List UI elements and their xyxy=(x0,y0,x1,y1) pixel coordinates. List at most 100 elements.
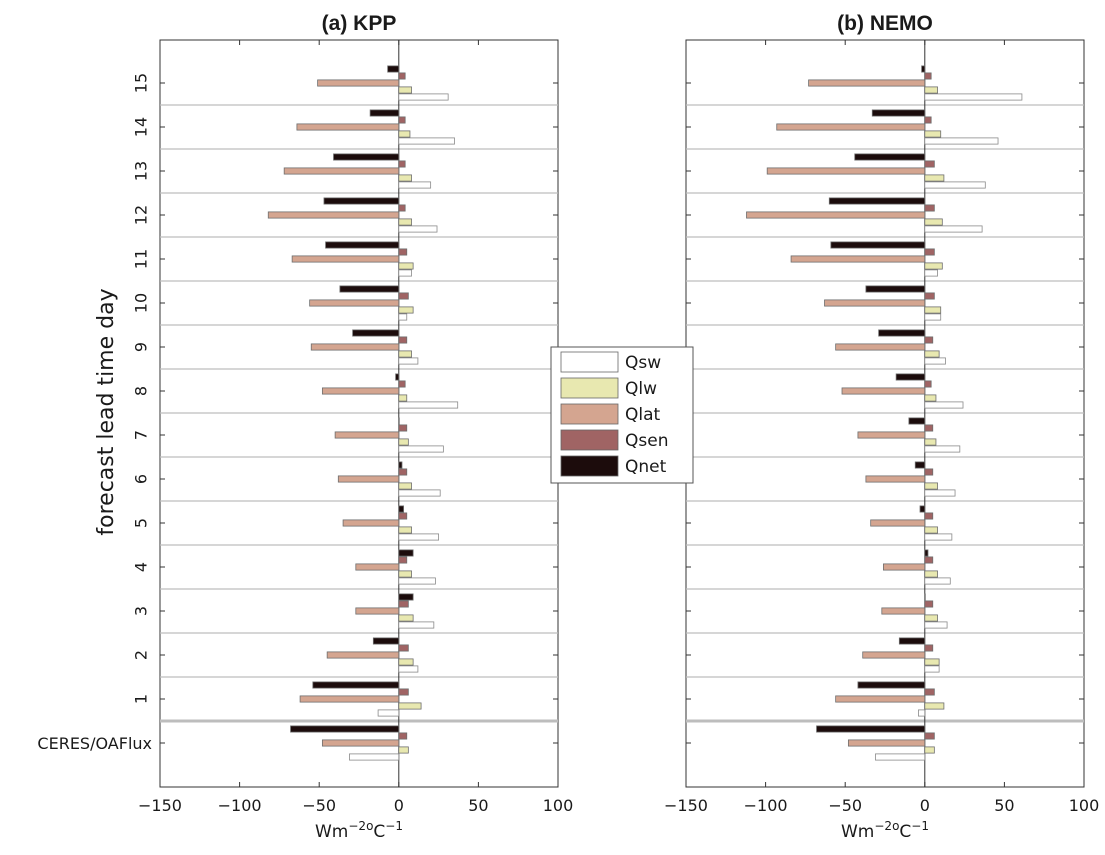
bar-qlw xyxy=(924,130,942,138)
bar-qsen xyxy=(924,72,932,80)
bar-qnet xyxy=(369,109,400,117)
bar-qlat xyxy=(309,299,400,307)
bar-qsen xyxy=(924,160,935,168)
bar-qlw xyxy=(398,614,414,622)
bar-qnet xyxy=(387,65,400,73)
bar-qnet xyxy=(398,417,400,425)
bar-qnet xyxy=(871,109,926,117)
bar-qlat xyxy=(841,387,926,395)
bar-qnet xyxy=(339,285,400,293)
bar-qlat xyxy=(847,739,926,747)
bar-qsw xyxy=(924,137,999,145)
bar-qsw xyxy=(924,401,964,409)
bar-qsen xyxy=(398,468,408,476)
bar-qnet xyxy=(878,329,926,337)
bar-qlat xyxy=(334,431,400,439)
bar-qnet xyxy=(290,725,400,733)
bar-qsen xyxy=(924,644,934,652)
y-tick-label: 6 xyxy=(132,474,151,484)
bar-qnet xyxy=(372,637,400,645)
bar-qlat xyxy=(824,299,926,307)
bar-qlw xyxy=(398,746,409,754)
bar-qsen xyxy=(924,116,932,124)
bar-qnet xyxy=(908,417,926,425)
bar-qnet xyxy=(323,197,400,205)
x-tick-label: −50 xyxy=(302,796,336,815)
bar-qlat xyxy=(776,123,926,131)
bar-qlw xyxy=(398,482,412,490)
bar-qsen xyxy=(398,732,408,740)
bar-qsen xyxy=(398,204,406,212)
bar-qlat xyxy=(870,519,926,527)
bar-qlat xyxy=(883,563,926,571)
bar-qlw xyxy=(924,174,945,182)
bar-qlw xyxy=(924,262,943,270)
legend-swatch-qsw xyxy=(560,351,619,373)
bar-qsen xyxy=(398,292,409,300)
bar-qlat xyxy=(317,79,400,87)
bar-qlat xyxy=(857,431,926,439)
bar-qsen xyxy=(924,512,934,520)
bar-qsw xyxy=(924,93,1023,101)
bar-qlw xyxy=(924,658,940,666)
bar-qlat xyxy=(321,739,400,747)
bar-qlat xyxy=(835,695,926,703)
bar-qlw xyxy=(398,438,409,446)
y-tick-label: CERES/OAFlux xyxy=(37,734,152,753)
bar-qsw xyxy=(398,137,455,145)
bar-qnet xyxy=(398,593,414,601)
bar-qsen xyxy=(398,160,406,168)
bar-qsw xyxy=(924,357,946,365)
bar-qlw xyxy=(398,174,412,182)
bar-qsw xyxy=(924,313,942,321)
bar-qlw xyxy=(924,306,942,314)
bar-qnet xyxy=(398,505,404,513)
bar-qnet xyxy=(830,241,926,249)
y-tick-label: 4 xyxy=(132,562,151,572)
legend-swatch-qlat xyxy=(560,403,619,425)
bar-qnet xyxy=(395,373,400,381)
bar-qsw xyxy=(398,225,438,233)
bar-qlat xyxy=(766,167,926,175)
bar-qnet xyxy=(914,461,926,469)
bar-qsw xyxy=(924,577,951,585)
y-tick-label: 3 xyxy=(132,606,151,616)
bar-qnet xyxy=(921,65,926,73)
panel-kpp: (a) KPP −150 −100 −50 0 50 100 Wm−2oC−1 xyxy=(138,12,573,842)
bar-qlat xyxy=(746,211,926,219)
bar-qlw xyxy=(924,438,937,446)
bar-qsw xyxy=(398,533,439,541)
bar-qnet xyxy=(854,153,926,161)
x-tick-label: −150 xyxy=(664,796,708,815)
x-tick-label: 100 xyxy=(543,796,574,815)
bar-qnet xyxy=(398,461,403,469)
bar-qsen xyxy=(398,380,406,388)
bar-qnet xyxy=(333,153,400,161)
bar-qlat xyxy=(881,607,926,615)
bar-qsw xyxy=(924,181,986,189)
panel-nemo: (b) NEMO −150 −100 −50 0 50 100 Wm−2oC−1 xyxy=(664,12,1099,842)
y-tick-label: 1 xyxy=(132,694,151,704)
bar-qsen xyxy=(924,204,935,212)
bar-qsw xyxy=(924,445,961,453)
bar-qsen xyxy=(924,336,934,344)
x-tick-label: 0 xyxy=(394,796,404,815)
bar-qsw xyxy=(398,357,419,365)
bar-qlw xyxy=(398,658,414,666)
x-tick-label: 50 xyxy=(994,796,1014,815)
legend-swatch-qnet xyxy=(560,455,619,477)
bar-qlat xyxy=(355,607,400,615)
bar-qlat xyxy=(299,695,400,703)
bar-qsen xyxy=(924,556,934,564)
bar-qsen xyxy=(398,116,406,124)
bar-qlw xyxy=(924,218,943,226)
y-tick-label: 7 xyxy=(132,430,151,440)
bar-qlat xyxy=(321,387,400,395)
bar-qlw xyxy=(924,614,938,622)
bar-qlw xyxy=(924,482,938,490)
x-axis-label: Wm−2oC−1 xyxy=(315,819,403,842)
bar-qlw xyxy=(398,306,414,314)
legend-swatch-qlw xyxy=(560,377,619,399)
bar-qlat xyxy=(267,211,400,219)
